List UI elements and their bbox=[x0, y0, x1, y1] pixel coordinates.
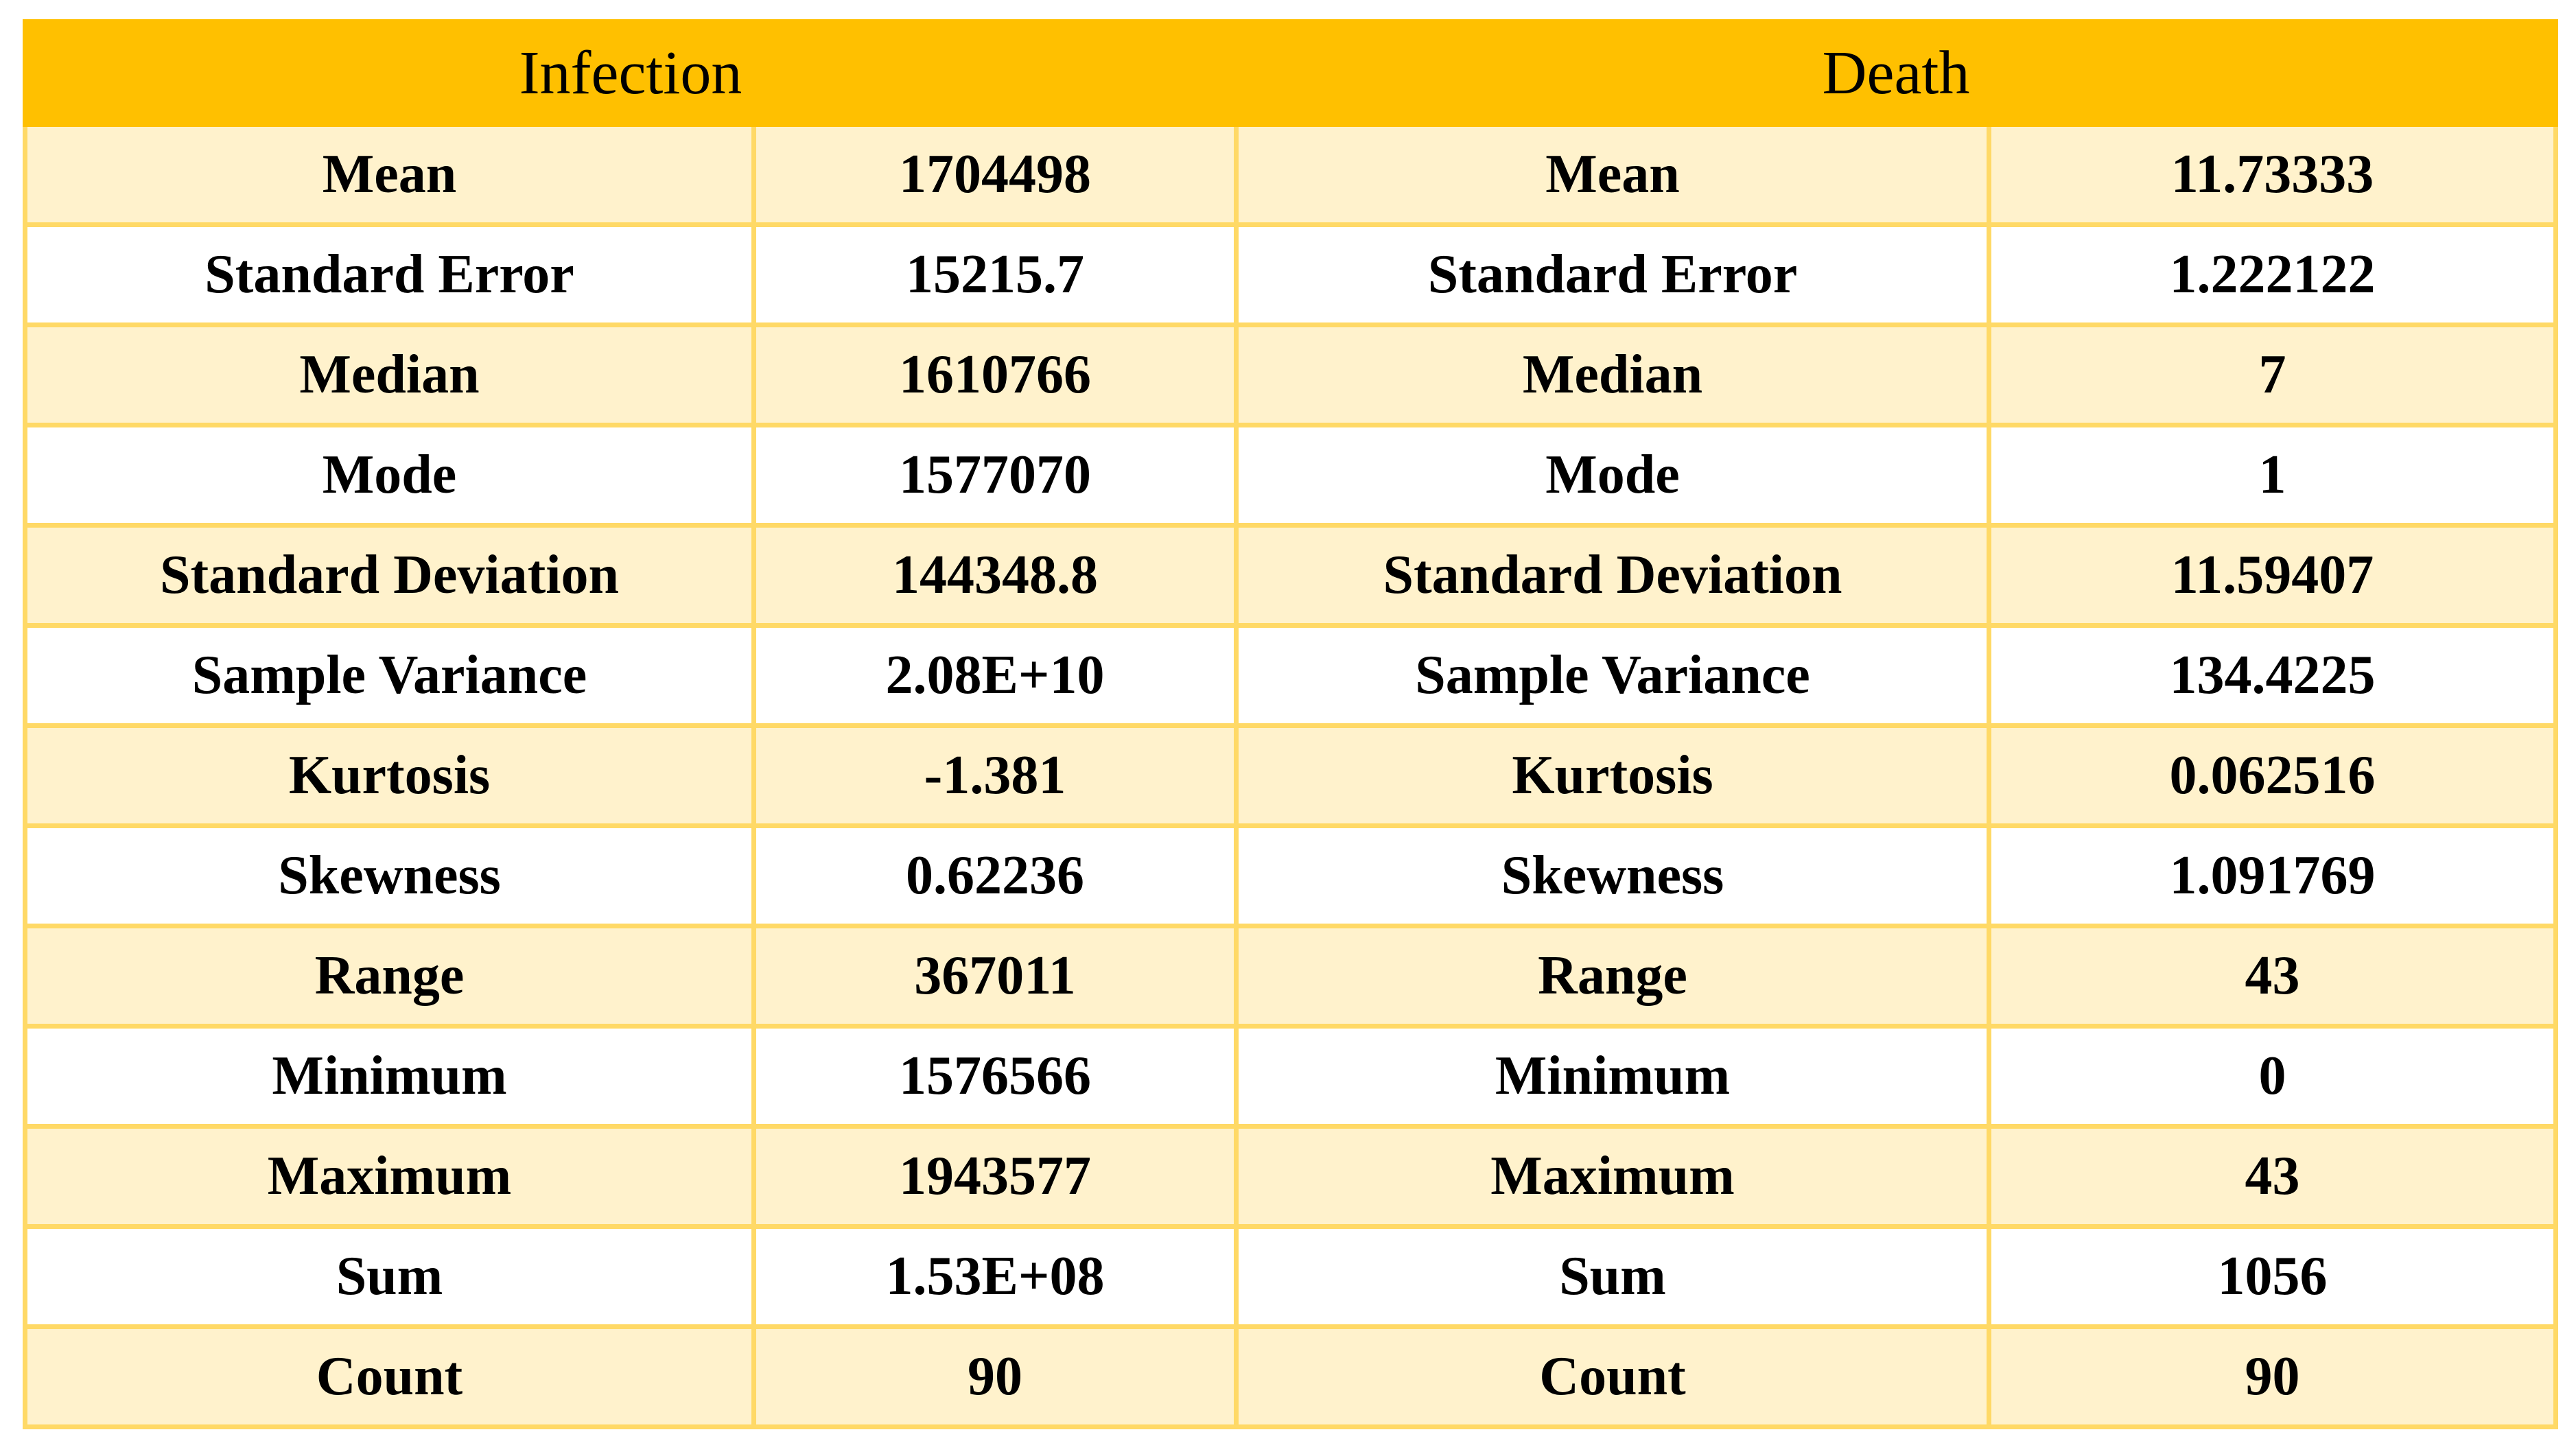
infection-stat-label: Skewness bbox=[23, 823, 756, 928]
infection-stat-label: Standard Deviation bbox=[23, 523, 756, 628]
infection-stat-value: 1.53E+08 bbox=[751, 1224, 1239, 1329]
infection-stat-value: 1704498 bbox=[751, 122, 1239, 227]
table-row-kurtosis: Kurtosis -1.381 Kurtosis 0.062516 bbox=[23, 723, 2558, 828]
infection-stat-value: 90 bbox=[751, 1324, 1239, 1429]
infection-stat-value: 367011 bbox=[751, 924, 1239, 1029]
infection-stat-label: Range bbox=[23, 924, 756, 1029]
infection-stat-label: Kurtosis bbox=[23, 723, 756, 828]
death-stat-value: 1.091769 bbox=[1987, 823, 2558, 928]
infection-stat-value: 1576566 bbox=[751, 1024, 1239, 1129]
descriptive-statistics-table: Infection Death Mean 1704498 Mean 11.733… bbox=[23, 19, 2558, 1429]
table-row-sample-variance: Sample Variance 2.08E+10 Sample Variance… bbox=[23, 623, 2558, 728]
death-stat-value: 43 bbox=[1987, 1124, 2558, 1229]
header-death: Death bbox=[1234, 19, 2558, 127]
infection-stat-label: Maximum bbox=[23, 1124, 756, 1229]
infection-stat-label: Mode bbox=[23, 423, 756, 528]
death-stat-label: Mode bbox=[1234, 423, 1991, 528]
death-stat-label: Minimum bbox=[1234, 1024, 1991, 1129]
infection-stat-value: 1577070 bbox=[751, 423, 1239, 528]
death-stat-label: Standard Deviation bbox=[1234, 523, 1991, 628]
infection-stat-label: Median bbox=[23, 322, 756, 427]
table-row-mean: Mean 1704498 Mean 11.73333 bbox=[23, 122, 2558, 227]
table-row-standard-deviation: Standard Deviation 144348.8 Standard Dev… bbox=[23, 523, 2558, 628]
infection-stat-label: Mean bbox=[23, 122, 756, 227]
death-stat-value: 7 bbox=[1987, 322, 2558, 427]
table-row-range: Range 367011 Range 43 bbox=[23, 924, 2558, 1029]
infection-stat-label: Minimum bbox=[23, 1024, 756, 1129]
table-row-sum: Sum 1.53E+08 Sum 1056 bbox=[23, 1224, 2558, 1329]
death-stat-label: Sample Variance bbox=[1234, 623, 1991, 728]
infection-stat-value: -1.381 bbox=[751, 723, 1239, 828]
table-header-row: Infection Death bbox=[23, 19, 2558, 127]
death-stat-value: 0 bbox=[1987, 1024, 2558, 1129]
death-stat-label: Skewness bbox=[1234, 823, 1991, 928]
infection-stat-value: 1610766 bbox=[751, 322, 1239, 427]
death-stat-value: 11.73333 bbox=[1987, 122, 2558, 227]
death-stat-value: 1 bbox=[1987, 423, 2558, 528]
header-infection: Infection bbox=[23, 19, 1239, 127]
table-row-mode: Mode 1577070 Mode 1 bbox=[23, 423, 2558, 528]
infection-stat-label: Sum bbox=[23, 1224, 756, 1329]
death-stat-value: 1056 bbox=[1987, 1224, 2558, 1329]
death-stat-label: Range bbox=[1234, 924, 1991, 1029]
death-stat-value: 90 bbox=[1987, 1324, 2558, 1429]
table-row-minimum: Minimum 1576566 Minimum 0 bbox=[23, 1024, 2558, 1129]
infection-stat-value: 144348.8 bbox=[751, 523, 1239, 628]
death-stat-label: Kurtosis bbox=[1234, 723, 1991, 828]
table-row-standard-error: Standard Error 15215.7 Standard Error 1.… bbox=[23, 222, 2558, 327]
table-row-skewness: Skewness 0.62236 Skewness 1.091769 bbox=[23, 823, 2558, 928]
infection-stat-label: Count bbox=[23, 1324, 756, 1429]
death-stat-label: Mean bbox=[1234, 122, 1991, 227]
infection-stat-label: Standard Error bbox=[23, 222, 756, 327]
death-stat-label: Standard Error bbox=[1234, 222, 1991, 327]
table-row-median: Median 1610766 Median 7 bbox=[23, 322, 2558, 427]
infection-stat-value: 1943577 bbox=[751, 1124, 1239, 1229]
infection-stat-value: 15215.7 bbox=[751, 222, 1239, 327]
death-stat-value: 43 bbox=[1987, 924, 2558, 1029]
death-stat-value: 1.222122 bbox=[1987, 222, 2558, 327]
death-stat-label: Sum bbox=[1234, 1224, 1991, 1329]
death-stat-label: Median bbox=[1234, 322, 1991, 427]
table-row-count: Count 90 Count 90 bbox=[23, 1324, 2558, 1429]
death-stat-label: Maximum bbox=[1234, 1124, 1991, 1229]
death-stat-value: 134.4225 bbox=[1987, 623, 2558, 728]
infection-stat-label: Sample Variance bbox=[23, 623, 756, 728]
table-row-maximum: Maximum 1943577 Maximum 43 bbox=[23, 1124, 2558, 1229]
death-stat-value: 11.59407 bbox=[1987, 523, 2558, 628]
infection-stat-value: 2.08E+10 bbox=[751, 623, 1239, 728]
death-stat-value: 0.062516 bbox=[1987, 723, 2558, 828]
infection-stat-value: 0.62236 bbox=[751, 823, 1239, 928]
death-stat-label: Count bbox=[1234, 1324, 1991, 1429]
